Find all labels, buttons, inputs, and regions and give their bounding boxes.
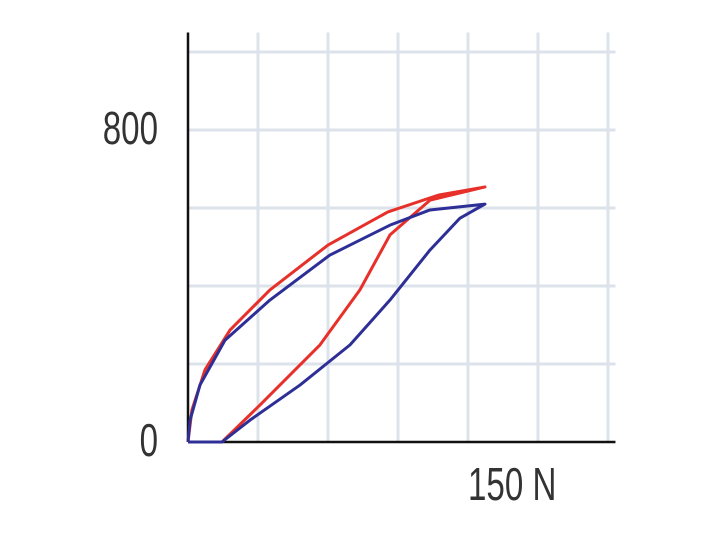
y-tick-label: 0 — [140, 416, 158, 466]
y-tick-label: 800 — [103, 104, 158, 154]
series-line — [186, 185, 487, 444]
x-tick-label: 150 N — [468, 460, 556, 510]
series-line — [186, 202, 487, 444]
